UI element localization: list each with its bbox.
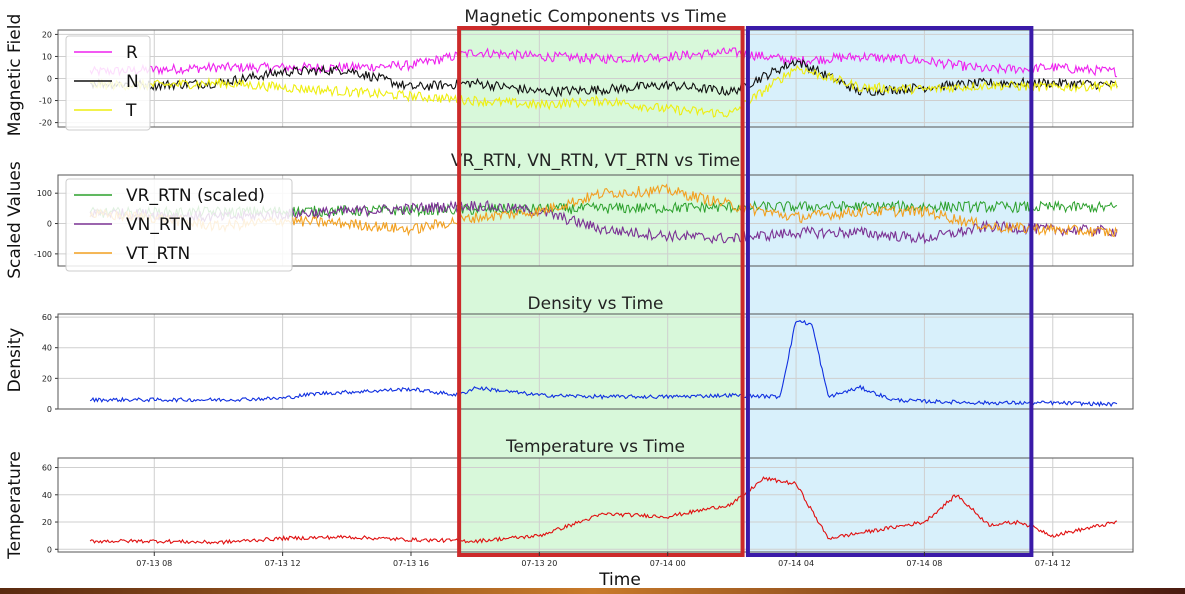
panel-3: 0 20 40 60 Density vs Time Density bbox=[5, 294, 1134, 414]
y-axis-label: Magnetic Field bbox=[5, 14, 25, 137]
series-line-main bbox=[89, 319, 1118, 408]
y-tick-label: 60 bbox=[42, 464, 52, 473]
legend-box bbox=[65, 35, 151, 131]
y-tick-label: 20 bbox=[42, 30, 52, 39]
y-tick-label: 10 bbox=[42, 52, 52, 61]
x-axis: 07-13 08 07-13 12 07-13 16 07-13 20 07-14 00… bbox=[136, 552, 1071, 568]
blue-region bbox=[747, 28, 1032, 555]
x-tick-label: 07-13 16 bbox=[393, 559, 429, 568]
y-tick-label: 40 bbox=[42, 344, 52, 353]
y-tick-label: 0 bbox=[47, 545, 52, 554]
y-tick-label: 0 bbox=[47, 220, 52, 229]
y-tick-label: -10 bbox=[39, 97, 52, 106]
y-axis-label: Density bbox=[5, 328, 25, 393]
panel-title: Density vs Time bbox=[528, 294, 664, 314]
x-tick-label: 07-14 12 bbox=[1035, 559, 1071, 568]
axes-frame bbox=[57, 313, 1134, 410]
series-line-main bbox=[89, 476, 1118, 545]
panel-1: -20 -10 0 10 20 Magnetic Components vs Time Ma… bbox=[5, 7, 1134, 137]
x-tick-label: 07-13 12 bbox=[265, 559, 301, 568]
y-tick-label: 20 bbox=[42, 374, 52, 383]
panel-2: -100 0 100 VR_RTN, VN_RTN, VT_RTN vs Time Sc… bbox=[5, 151, 1134, 279]
panel-4: 0 20 40 60 Temperature vs Time Temperature bbox=[5, 437, 1134, 560]
x-tick-label: 07-14 08 bbox=[906, 559, 942, 568]
panel-title: Magnetic Components vs Time bbox=[464, 7, 726, 27]
x-tick-label: 07-13 20 bbox=[521, 559, 557, 568]
highlight-borders bbox=[457, 26, 1034, 557]
panel-title: VR_RTN, VN_RTN, VT_RTN vs Time bbox=[451, 151, 740, 171]
legend-label: VN_RTN bbox=[126, 215, 193, 235]
x-tick-label: 07-13 08 bbox=[136, 559, 172, 568]
series-line-t bbox=[89, 64, 1118, 118]
y-tick-label: 60 bbox=[42, 313, 52, 322]
y-tick-label: 100 bbox=[37, 189, 52, 198]
legend-label: R bbox=[126, 43, 138, 63]
blue-region-border bbox=[745, 26, 1034, 557]
panel-title: Temperature vs Time bbox=[505, 437, 685, 457]
legend-label: VT_RTN bbox=[126, 244, 190, 264]
series-line-r bbox=[89, 47, 1118, 78]
y-tick-label: 0 bbox=[47, 405, 52, 414]
axes-frame bbox=[57, 174, 1134, 267]
green-region-border bbox=[457, 26, 745, 557]
x-tick-label: 07-14 04 bbox=[778, 559, 814, 568]
legend-label: VR_RTN (scaled) bbox=[126, 186, 265, 206]
series-line-n bbox=[90, 58, 1118, 98]
axes-frame bbox=[57, 457, 1134, 553]
y-tick-label: 20 bbox=[42, 518, 52, 527]
y-tick-label: -20 bbox=[39, 119, 52, 128]
green-region bbox=[459, 28, 743, 555]
x-tick-label: 07-14 00 bbox=[650, 559, 686, 568]
y-axis-label: Temperature bbox=[5, 451, 25, 560]
legend-label: N bbox=[126, 72, 139, 92]
y-axis-label: Scaled Values bbox=[5, 161, 25, 279]
x-axis-label: Time bbox=[598, 570, 641, 590]
legend-label: T bbox=[125, 101, 137, 121]
y-tick-label: 40 bbox=[42, 491, 52, 500]
y-tick-label: -100 bbox=[34, 250, 52, 259]
legend-box bbox=[65, 178, 293, 272]
y-tick-label: 0 bbox=[47, 75, 52, 84]
